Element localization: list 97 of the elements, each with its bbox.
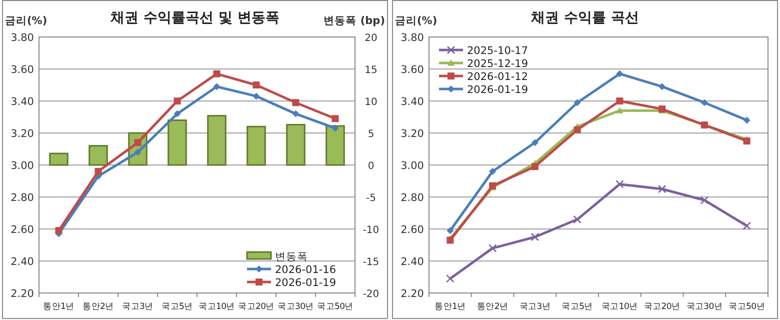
point: [94, 168, 102, 175]
x-tick-label: 국고30년: [278, 302, 314, 312]
x-tick-label: 국고10년: [198, 302, 235, 312]
bar: [207, 114, 226, 166]
y-tick-label: 2.80: [400, 192, 424, 204]
point: [574, 99, 581, 106]
x-tick-label: 국고30년: [686, 302, 723, 312]
x-tick-label: 통안2년: [476, 302, 508, 312]
y-tick-label: 3.80: [400, 32, 424, 44]
y-tick-label: 2.20: [10, 288, 34, 300]
x-tick-label: 국고20년: [238, 302, 274, 312]
y-tick-label: 3.00: [10, 160, 34, 172]
point: [252, 92, 260, 100]
point: [292, 99, 300, 106]
point: [658, 83, 666, 90]
x-tick-label: 국고50년: [317, 302, 354, 312]
point: [658, 184, 666, 194]
point: [55, 227, 62, 234]
y2-tick-label: -5: [366, 193, 376, 204]
y-axis-title: 금리(%): [395, 15, 438, 27]
y2-tick-label: -20: [362, 289, 380, 300]
legend-label: 2025-10-17: [467, 45, 528, 57]
y2-tick-label: 20: [364, 33, 378, 44]
x-tick-label: 국고3년: [122, 302, 154, 312]
bar: [88, 145, 108, 166]
point: [489, 168, 496, 175]
point: [446, 236, 454, 244]
point: [616, 180, 624, 188]
y-tick-label: 3.40: [10, 96, 34, 108]
point: [531, 163, 538, 170]
y-tick-label: 3.20: [400, 128, 424, 140]
y-tick-label: 2.60: [10, 224, 34, 236]
point: [332, 115, 339, 122]
y-tick-label: 2.80: [10, 192, 34, 204]
point: [252, 82, 260, 88]
point: [213, 70, 220, 78]
point: [531, 139, 538, 146]
x-tick-label: 국고10년: [602, 302, 638, 312]
y-tick-label: 3.20: [10, 128, 34, 140]
point: [488, 244, 497, 252]
point: [616, 70, 624, 78]
legend-label: 2026-01-19: [467, 84, 528, 96]
point: [134, 139, 142, 146]
legend-label: 2026-01-12: [467, 71, 528, 83]
point: [700, 99, 708, 106]
y-tick-label: 2.40: [10, 256, 34, 268]
bar: [49, 152, 68, 166]
y-tick-label: 3.40: [400, 96, 424, 108]
legend-label: 2026-01-19: [275, 277, 336, 289]
bar: [246, 126, 266, 166]
y2-tick-label: -15: [362, 257, 380, 268]
point: [530, 232, 540, 242]
point: [332, 124, 339, 132]
y-tick-label: 3.00: [400, 160, 424, 172]
point: [292, 110, 300, 118]
y-tick-label: 2.40: [400, 256, 424, 268]
y2-tick-label: -10: [362, 225, 380, 236]
y-tick-label: 2.60: [400, 224, 424, 236]
point: [574, 126, 581, 134]
point: [573, 215, 582, 224]
point: [446, 227, 454, 234]
point: [213, 83, 220, 90]
point: [616, 107, 624, 114]
y2-tick-label: 15: [364, 65, 378, 76]
x-tick-label: 통안1년: [43, 302, 74, 312]
y-tick-label: 3.80: [10, 32, 34, 44]
y2-tick-label: 0: [368, 161, 374, 172]
y-tick-label: 3.60: [10, 64, 34, 76]
bar: [286, 124, 306, 166]
x-tick-label: 국고50년: [728, 302, 765, 312]
y2-tick-label: 10: [364, 97, 378, 108]
x-tick-label: 통안1년: [434, 302, 466, 312]
bar: [326, 125, 345, 166]
point: [174, 98, 181, 104]
y-tick-label: 2.20: [400, 288, 424, 300]
point: [446, 274, 454, 283]
chart-title: 채권 수익률 곡선: [530, 10, 639, 26]
point: [134, 148, 142, 156]
y-axis-title: 금리(%): [5, 15, 48, 27]
x-tick-label: 국고5년: [562, 302, 593, 312]
chart-title: 채권 수익률곡선 및 변동폭: [110, 10, 280, 26]
x-tick-label: 국고5년: [162, 302, 193, 312]
legend-label: 변동폭: [275, 251, 308, 263]
point: [174, 110, 181, 118]
point: [743, 116, 750, 124]
y-tick-label: 3.60: [400, 64, 424, 76]
bar: [168, 119, 187, 166]
x-tick-label: 국고20년: [644, 302, 680, 312]
y2-axis-title: 변동폭 (bp): [324, 15, 385, 27]
y2-tick-label: 5: [368, 129, 374, 140]
point: [700, 196, 709, 204]
x-tick-label: 통안2년: [82, 302, 114, 312]
point: [742, 222, 751, 230]
point: [616, 98, 624, 104]
legend-label: 2025-12-19: [467, 58, 528, 70]
legend-label: 2026-01-16: [275, 264, 336, 276]
x-tick-label: 국고3년: [519, 302, 551, 312]
